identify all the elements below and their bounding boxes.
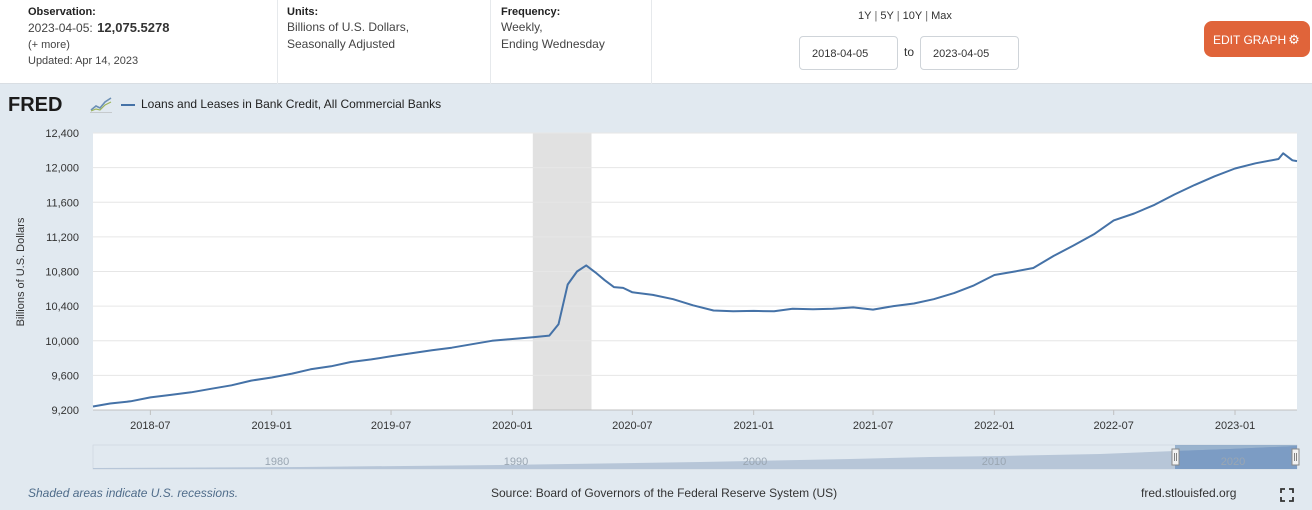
frequency-panel: Frequency: Weekly, Ending Wednesday (491, 0, 652, 84)
info-bar: Observation: 2023-04-05: 12,075.5278 (+ … (0, 0, 1312, 84)
y-tick-label: 10,800 (45, 267, 79, 279)
x-axis: 2018-07 2019-01 2019-07 2020-01 2020-07 2021-… (93, 409, 1297, 432)
x-tick-label: 2022-07 (1094, 420, 1134, 432)
x-tick-label: 2021-07 (853, 420, 893, 432)
x-tick-label: 2020-07 (612, 420, 652, 432)
fred-logo-chart-icon (90, 95, 112, 113)
updated-date: Updated: Apr 14, 2023 (28, 55, 139, 67)
fullscreen-icon[interactable] (1280, 488, 1294, 502)
observation-date: 2023-04-05: (28, 21, 93, 35)
frequency-line2: Ending Wednesday (501, 37, 605, 51)
navigator-series-area (93, 446, 1297, 469)
x-tick-label: 2021-01 (733, 420, 773, 432)
x-tick-label: 2023-01 (1215, 420, 1255, 432)
edit-graph-label: EDIT GRAPH (1213, 33, 1287, 47)
fred-url[interactable]: fred.stlouisfed.org (1141, 486, 1237, 500)
navigator-handle-right[interactable] (1291, 448, 1300, 466)
y-tick-label: 11,600 (46, 197, 79, 209)
x-tick-label: 2019-07 (371, 420, 411, 432)
y-tick-label: 10,400 (45, 301, 79, 313)
units-panel: Units: Billions of U.S. Dollars, Seasona… (278, 0, 491, 84)
units-label: Units: (287, 6, 319, 18)
legend-swatch (121, 103, 135, 106)
y-tick-label: 10,000 (45, 336, 79, 348)
navigator-label-2010: 2010 (982, 456, 1006, 468)
observation-label: Observation: (28, 6, 96, 18)
frequency-line1: Weekly, (501, 20, 543, 34)
y-tick-label: 9,200 (51, 405, 79, 417)
frequency-label: Frequency: (501, 6, 561, 18)
y-axis: 9,200 9,600 10,000 10,400 10,800 11,200 11,600… (45, 128, 79, 417)
series-line-0[interactable] (92, 152, 1298, 408)
navigator-handle-left[interactable] (1171, 448, 1180, 466)
x-tick-label: 2019-01 (252, 420, 292, 432)
navigator-label-2020: 2020 (1221, 456, 1245, 468)
more-observations-link[interactable]: (+ more) (28, 39, 70, 51)
start-date-input[interactable]: 2018-04-05 (799, 36, 898, 70)
x-tick-label: 2018-07 (130, 420, 170, 432)
recession-note: Shaded areas indicate U.S. recessions. (28, 486, 239, 500)
navigator-selected-area (1175, 446, 1297, 469)
navigator-label-1990: 1990 (504, 456, 528, 468)
fred-logo[interactable]: FRED (8, 94, 63, 116)
range-5y[interactable]: 5Y (880, 10, 894, 22)
series-layer (92, 152, 1298, 408)
units-line1: Billions of U.S. Dollars, (287, 20, 410, 34)
range-10y[interactable]: 10Y (902, 10, 923, 22)
range-1y[interactable]: 1Y (858, 10, 872, 22)
source-note[interactable]: Source: Board of Governors of the Federa… (491, 486, 838, 500)
edit-graph-button[interactable]: EDIT GRAPH ⚙ (1204, 21, 1310, 57)
units-line2: Seasonally Adjusted (287, 37, 396, 51)
x-tick-label: 2020-01 (492, 420, 532, 432)
range-navigator[interactable]: 1980 1990 2000 2010 2020 (92, 444, 1300, 470)
date-range-shortcuts: 1Y | 5Y | 10Y | Max (858, 10, 952, 22)
navigator-label-2000: 2000 (743, 456, 767, 468)
y-tick-label: 11,200 (46, 232, 79, 244)
observation-panel: Observation: 2023-04-05: 12,075.5278 (+ … (28, 0, 278, 84)
legend-series-title: Loans and Leases in Bank Credit, All Com… (141, 97, 442, 111)
range-max[interactable]: Max (931, 10, 952, 22)
chart-legend[interactable]: Loans and Leases in Bank Credit, All Com… (121, 97, 441, 111)
y-axis-title: Billions of U.S. Dollars (15, 217, 27, 326)
y-tick-label: 12,000 (45, 163, 79, 175)
y-tick-label: 9,600 (51, 370, 79, 382)
to-label: to (904, 45, 915, 59)
navigator-label-1980: 1980 (265, 456, 289, 468)
gear-icon: ⚙ (1288, 32, 1300, 47)
x-tick-label: 2022-01 (974, 420, 1014, 432)
end-date-input[interactable]: 2023-04-05 (920, 36, 1019, 70)
observation-value: 12,075.5278 (97, 20, 170, 35)
y-tick-label: 12,400 (45, 128, 79, 140)
